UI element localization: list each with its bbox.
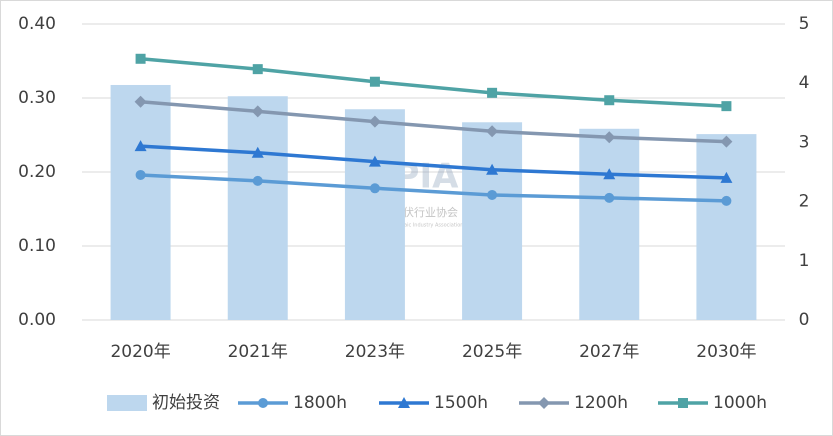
- line: [140, 57, 727, 108]
- y-tick-label: 0.40: [18, 14, 56, 34]
- marker: [258, 398, 268, 408]
- legend-swatch: [107, 395, 147, 411]
- marker: [135, 169, 146, 180]
- x-tick-label: 2021年: [228, 342, 288, 362]
- legend-item: 1000h: [658, 393, 767, 413]
- bar: [344, 109, 405, 320]
- line: [140, 173, 727, 203]
- marker: [135, 53, 146, 64]
- legend-label: 1800h: [293, 393, 347, 413]
- bar: [579, 128, 640, 320]
- marker: [603, 168, 616, 180]
- x-tick-label: 2027年: [579, 342, 639, 362]
- marker: [603, 131, 616, 144]
- legend-item: 1800h: [238, 393, 347, 413]
- y2-tick-label: 3: [799, 132, 810, 152]
- marker: [538, 397, 550, 409]
- y2-tick-label: 4: [799, 73, 810, 93]
- marker: [604, 95, 615, 106]
- legend-label: 1200h: [574, 393, 628, 413]
- bar: [227, 96, 288, 320]
- marker: [369, 76, 380, 87]
- marker: [251, 105, 264, 118]
- legend-item: 1500h: [379, 393, 488, 413]
- legend-item: 初始投资: [107, 393, 220, 413]
- bar: [696, 134, 757, 320]
- line: [140, 99, 727, 144]
- marker: [486, 125, 499, 138]
- y2-tick-label: 1: [799, 251, 810, 271]
- x-tick-label: 2020年: [110, 342, 170, 362]
- legend-label: 1500h: [434, 393, 488, 413]
- legend-item: 1200h: [519, 393, 628, 413]
- marker: [720, 171, 733, 183]
- marker: [134, 95, 147, 108]
- marker: [487, 189, 498, 200]
- marker: [486, 163, 499, 175]
- marker: [252, 64, 263, 75]
- marker: [251, 146, 264, 158]
- marker: [604, 192, 615, 203]
- marker: [678, 398, 688, 408]
- x-tick-label: 2023年: [345, 342, 405, 362]
- marker: [721, 195, 732, 206]
- marker: [368, 115, 381, 128]
- y2-tick-label: 0: [799, 310, 810, 330]
- marker: [721, 101, 732, 112]
- y2-tick-label: 5: [799, 14, 810, 34]
- y2-tick-label: 2: [799, 192, 810, 212]
- y-tick-label: 0.30: [18, 88, 56, 108]
- y-tick-label: 0.10: [18, 236, 56, 256]
- legend-label: 初始投资: [152, 393, 220, 413]
- marker: [720, 135, 733, 148]
- x-tick-label: 2025年: [462, 342, 522, 362]
- x-tick-label: 2030年: [696, 342, 756, 362]
- marker: [134, 140, 147, 152]
- marker: [252, 175, 263, 186]
- marker: [398, 397, 410, 408]
- watermark-english: China Photovoltaic Industry Association: [365, 223, 464, 229]
- bar: [462, 122, 523, 320]
- y-tick-label: 0.20: [18, 162, 56, 182]
- marker: [368, 155, 381, 167]
- line: [140, 144, 727, 180]
- legend-label: 1000h: [713, 393, 767, 413]
- marker: [487, 87, 498, 98]
- marker: [369, 183, 380, 194]
- bar: [110, 84, 171, 320]
- y-tick-label: 0.00: [18, 310, 56, 330]
